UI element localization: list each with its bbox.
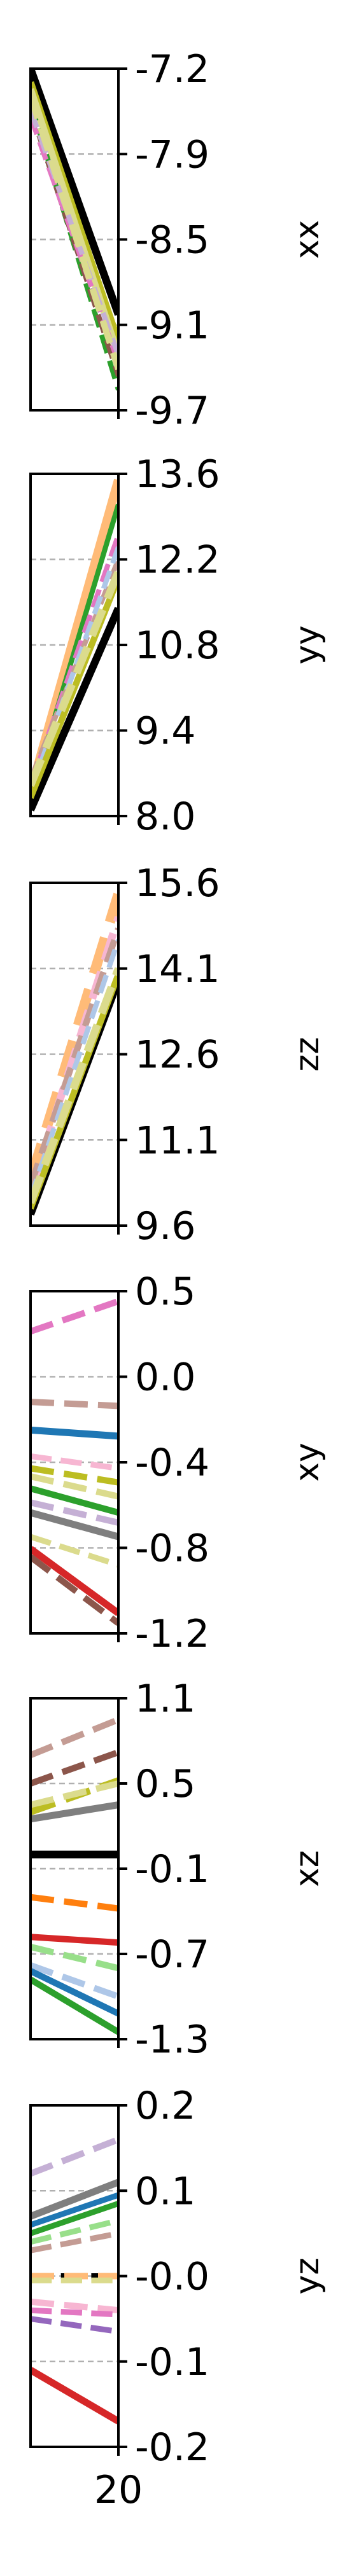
y-tick-label: 10.8 xyxy=(135,623,220,668)
y-tick-label: -0.0 xyxy=(135,2255,209,2299)
y-tick-label: 12.2 xyxy=(135,538,220,583)
series-line-xy-9 xyxy=(31,1534,118,1568)
y-tick-label: 0.1 xyxy=(135,2169,195,2213)
series-line-xz-6 xyxy=(31,1894,118,1912)
y-tick-label: 0.5 xyxy=(135,1270,195,1314)
y-axis-label: xz xyxy=(288,1850,327,1887)
y-tick-label: 12.6 xyxy=(135,1033,220,1077)
series-group xyxy=(31,892,118,1216)
x-tick-label: 20 xyxy=(94,2468,143,2512)
series-line-xy-5 xyxy=(31,1473,118,1500)
series-line-yz-3 xyxy=(31,2201,118,2236)
panel-xy: 0.5 0.0 -0.4 -0.8 -1.2 xy xyxy=(29,1270,327,1656)
series-line-xy-10 xyxy=(31,1546,118,1616)
y-tick-label: -0.7 xyxy=(135,1932,209,1977)
y-tick-label: 0.2 xyxy=(135,2084,195,2128)
panel-yz: 0.2 0.1 -0.0 -0.1 -0.2 yz xyxy=(29,2084,327,2470)
series-line-xz-9 xyxy=(31,1962,118,2000)
panel-zz: 15.6 14.1 12.6 11.1 9.6 zz xyxy=(29,861,327,1249)
y-tick-label: -8.5 xyxy=(135,218,209,263)
series-line-xy-8 xyxy=(31,1509,118,1541)
y-axis-label: yy xyxy=(288,625,327,665)
series-line-yz-2 xyxy=(31,2192,118,2228)
y-tick-label: -1.2 xyxy=(135,1612,209,1656)
y-tick-label: 11.1 xyxy=(135,1118,220,1163)
series-line-yz-1 xyxy=(31,2178,118,2220)
series-line-xz-10 xyxy=(31,1968,118,2017)
series-line-yy-4 xyxy=(31,546,118,793)
series-line-xy-0 xyxy=(31,1298,118,1335)
series-group xyxy=(31,1298,118,1626)
series-line-xy-4 xyxy=(31,1465,118,1486)
series-line-xz-1 xyxy=(31,1749,118,1787)
y-tick-label: 9.4 xyxy=(135,709,195,754)
series-group xyxy=(31,69,118,391)
y-axis-label: xx xyxy=(288,220,327,260)
y-tick-label: -0.1 xyxy=(135,2340,209,2385)
series-line-xz-11 xyxy=(31,1976,118,2035)
y-tick-label: -0.8 xyxy=(135,1527,209,1571)
series-line-xz-0 xyxy=(31,1716,118,1758)
series-line-xz-4 xyxy=(31,1801,118,1823)
series-line-yz-12 xyxy=(31,2367,118,2425)
y-tick-label: -9.7 xyxy=(135,389,209,433)
panel-xx: -7.2 -7.9 -8.5 -9.1 -9.7 xx xyxy=(29,47,327,433)
y-tick-label: -7.9 xyxy=(135,132,209,177)
series-line-zz-2 xyxy=(31,927,118,1187)
y-tick-label: 1.1 xyxy=(135,1677,195,1721)
y-tick-label: 9.6 xyxy=(135,1204,195,1249)
y-axis-label: zz xyxy=(288,1037,327,1072)
series-line-yz-11 xyxy=(31,2316,118,2335)
series-line-yz-4 xyxy=(31,2217,118,2245)
y-tick-label: 0.0 xyxy=(135,1355,195,1400)
series-line-xy-11 xyxy=(31,1554,118,1626)
y-tick-label: -7.2 xyxy=(135,47,209,92)
series-line-xz-7 xyxy=(31,1934,118,1946)
series-line-yz-5 xyxy=(31,2230,118,2254)
y-tick-label: -9.1 xyxy=(135,303,209,348)
series-group xyxy=(31,1716,118,2035)
series-line-zz-6 xyxy=(31,967,118,1205)
y-tick-label: 0.5 xyxy=(135,1762,195,1806)
series-line-xz-8 xyxy=(31,1943,118,1972)
panel-xz: 1.1 0.5 -0.1 -0.7 -1.3 xz xyxy=(29,1677,327,2062)
series-line-zz-0 xyxy=(31,892,118,1182)
y-tick-label: 13.6 xyxy=(135,452,220,497)
series-line-yz-9 xyxy=(31,2298,118,2314)
y-tick-label: 14.1 xyxy=(135,947,220,992)
series-group xyxy=(31,478,118,812)
series-line-yz-10 xyxy=(31,2307,118,2318)
y-axis-label: yz xyxy=(288,2257,327,2294)
series-line-xx-0 xyxy=(31,69,118,316)
series-line-xy-2 xyxy=(31,1426,118,1440)
series-group xyxy=(31,2136,118,2425)
series-line-xy-1 xyxy=(31,1399,118,1409)
y-tick-label: 15.6 xyxy=(135,861,220,906)
panel-yy: 13.6 12.2 10.8 9.4 8.0 yy xyxy=(29,452,327,839)
series-line-xx-7 xyxy=(31,95,118,371)
series-line-yz-0 xyxy=(31,2136,118,2177)
series-line-xz-3 xyxy=(31,1780,118,1808)
series-line-yy-5 xyxy=(31,606,118,812)
series-line-xy-6 xyxy=(31,1485,118,1516)
series-line-xy-7 xyxy=(31,1499,118,1526)
series-line-yy-7 xyxy=(31,570,118,787)
y-tick-label: -0.1 xyxy=(135,1847,209,1892)
y-tick-label: -0.4 xyxy=(135,1441,209,1485)
y-tick-label: 8.0 xyxy=(135,794,195,839)
y-tick-label: -0.2 xyxy=(135,2425,209,2470)
series-line-xy-3 xyxy=(31,1453,118,1471)
y-axis-label: xy xyxy=(288,1443,327,1482)
y-tick-label: -1.3 xyxy=(135,2018,209,2062)
